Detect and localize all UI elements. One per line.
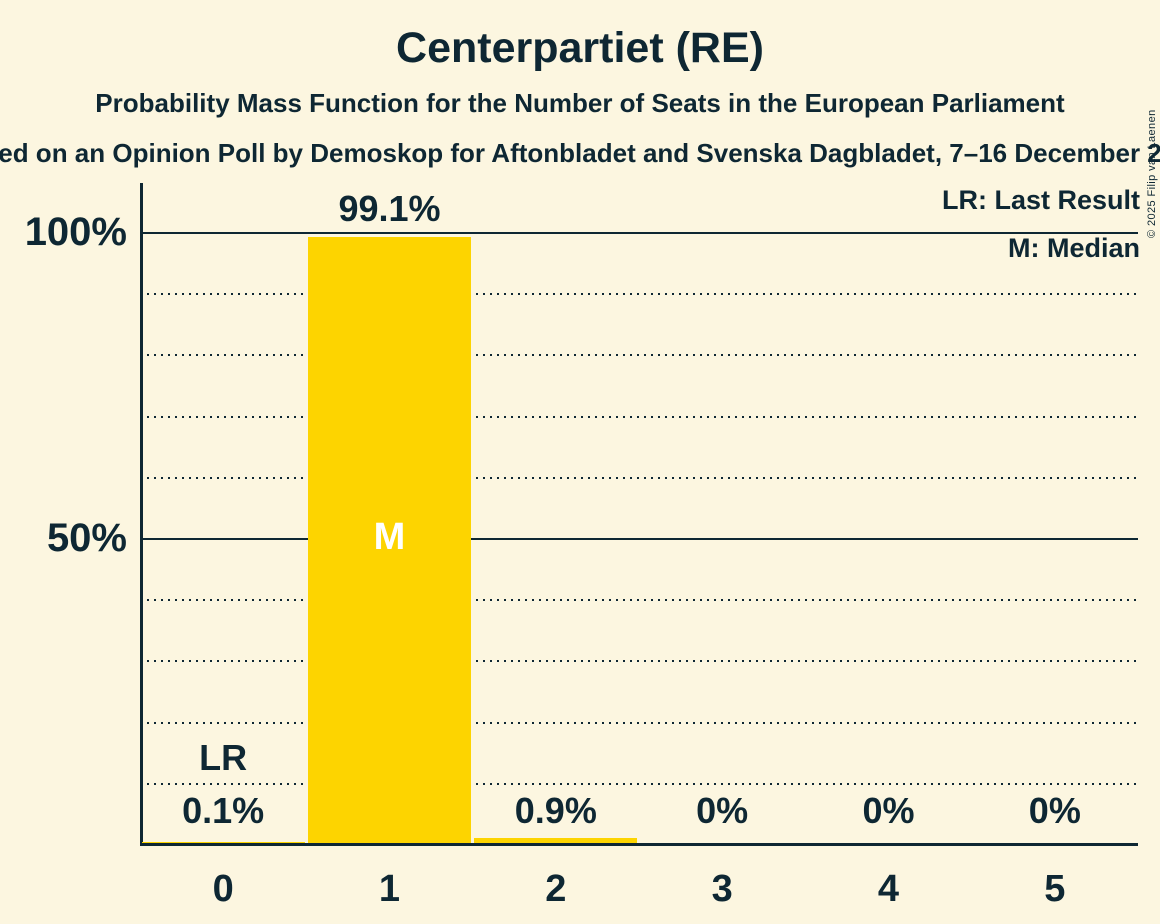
x-tick-label-0: 0: [212, 868, 234, 910]
y-axis-line: [140, 183, 143, 846]
gridline-dotted-20pct: [140, 721, 1138, 724]
y-tick-label-50: 50%: [46, 516, 127, 560]
legend-median: M: Median: [1008, 233, 1140, 263]
x-tick-label-3: 3: [711, 868, 733, 910]
chart-title: Centerpartiet (RE): [396, 24, 764, 72]
gridline-dotted-70pct: [140, 415, 1138, 418]
value-label-seat-4: 0%: [862, 790, 915, 831]
gridline-dotted-30pct: [140, 660, 1138, 663]
value-label-seat-0: 0.1%: [182, 790, 265, 831]
bar-seat-1: [307, 236, 472, 843]
value-label-seat-2: 0.9%: [514, 790, 597, 831]
value-label-seat-1: 99.1%: [338, 187, 441, 229]
gridline-dotted-60pct: [140, 476, 1138, 479]
bar-seat-0: [141, 842, 305, 843]
last-result-marker: LR: [199, 737, 248, 778]
gridline-dotted-80pct: [140, 354, 1138, 357]
y-tick-label-100: 100%: [24, 210, 127, 254]
median-marker: M: [373, 516, 406, 558]
value-label-seat-3: 0%: [696, 790, 749, 831]
bar-seat-2: [474, 837, 638, 843]
gridline-solid-100pct: [140, 232, 1138, 234]
chart-source-line: ed on an Opinion Poll by Demoskop for Af…: [0, 138, 1160, 168]
x-axis-line: [140, 843, 1138, 846]
x-tick-label-1: 1: [378, 868, 401, 910]
value-label-seat-5: 0%: [1028, 790, 1081, 831]
gridline-dotted-40pct: [140, 599, 1138, 602]
gridline-dotted-10pct: [140, 782, 1138, 785]
legend-last-result: LR: Last Result: [941, 185, 1140, 215]
gridline-dotted-90pct: [140, 293, 1138, 296]
plot-area: 0.1% 0 LR 99.1% 1 M 0.9% 2 0% 3 0% 4 0% 5: [140, 183, 1138, 909]
copyright-notice: © 2025 Filip van Laenen: [1146, 109, 1158, 238]
gridline-solid-50pct: [140, 538, 1138, 540]
x-tick-label-5: 5: [1044, 868, 1066, 910]
x-tick-label-4: 4: [877, 868, 900, 910]
x-tick-label-2: 2: [545, 868, 567, 910]
chart-subtitle: Probability Mass Function for the Number…: [95, 88, 1065, 118]
